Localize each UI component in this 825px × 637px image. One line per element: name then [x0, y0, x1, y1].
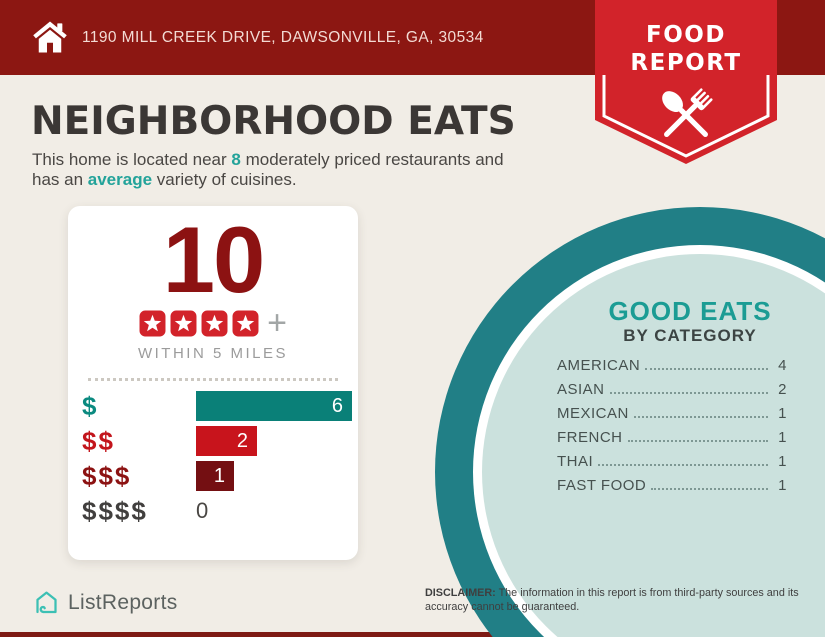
category-row: FAST FOOD 1	[557, 477, 787, 494]
category-row: THAI 1	[557, 453, 787, 470]
category-value: 1	[778, 453, 787, 470]
ribbon-shape	[595, 0, 777, 164]
category-label: ASIAN	[557, 381, 605, 398]
dashed-divider	[88, 378, 338, 381]
subtitle-text: has an	[32, 170, 88, 189]
star-icon	[170, 310, 197, 336]
dotted-leader	[651, 488, 768, 490]
category-label: AMERICAN	[557, 357, 641, 374]
bar-row: $$ 2	[82, 426, 358, 456]
disclaimer: DISCLAIMER: The information in this repo…	[425, 586, 825, 615]
category-value: 4	[778, 357, 787, 374]
spoon-fork-icon	[662, 88, 713, 137]
subtitle: This home is located near 8 moderately p…	[32, 150, 504, 190]
brand-name: ListReports	[68, 590, 178, 614]
subtitle-line1: This home is located near 8 moderately p…	[32, 150, 504, 170]
category-label: THAI	[557, 453, 594, 470]
dotted-leader	[609, 392, 768, 394]
bar-row: $$$ 1	[82, 461, 358, 491]
good-eats-title: GOOD EATS	[608, 296, 772, 326]
bar-category-label: $$$$	[82, 495, 148, 526]
food-report-ribbon: FOOD REPORT	[595, 0, 777, 170]
category-label: FRENCH	[557, 429, 623, 446]
price-bar-chart: $6 $$ 2 $$$ 1 $$$$ 0	[82, 391, 358, 526]
bar-category-label: $$$	[82, 460, 132, 491]
category-value: 1	[778, 477, 787, 494]
dotted-leader	[633, 416, 768, 418]
bar-category-label: $	[82, 390, 99, 421]
category-value: 2	[778, 381, 787, 398]
bar-row: $$$$ 0	[82, 496, 358, 526]
disclaimer-label: DISCLAIMER:	[425, 587, 496, 599]
category-list: AMERICAN 4 ASIAN 2 MEXICAN 1 FRENCH 1 THAI 1 FAST …	[557, 357, 787, 501]
variety-highlight: average	[87, 170, 153, 189]
rating-row: +	[68, 304, 358, 342]
category-value: 1	[778, 429, 787, 446]
bar-category-label: $$	[82, 425, 115, 456]
category-row: MEXICAN 1	[557, 405, 787, 422]
bar-row: $6	[82, 391, 358, 421]
listreports-logo-icon	[36, 591, 57, 614]
star-icon	[201, 310, 228, 336]
ribbon-line1: FOOD	[646, 22, 726, 48]
dotted-leader	[598, 464, 768, 466]
disclaimer-text: The information in this report is from t…	[425, 587, 799, 614]
category-row: FRENCH 1	[557, 429, 787, 446]
category-row: AMERICAN 4	[557, 357, 787, 374]
good-eats-subtitle: BY CATEGORY	[623, 326, 757, 345]
ribbon-line2: REPORT	[630, 50, 742, 76]
bar: 2	[196, 426, 257, 456]
restaurant-count-highlight: 8	[231, 150, 241, 169]
subtitle-text: This home is located near	[32, 150, 232, 169]
dotted-leader	[645, 368, 768, 370]
restaurant-count: 10	[162, 207, 266, 312]
star-icon	[139, 310, 166, 336]
listreports-brand: ListReports	[33, 589, 178, 616]
subtitle-text: moderately priced restaurants and	[240, 150, 504, 169]
dotted-leader	[627, 440, 768, 442]
home-icon	[33, 21, 67, 53]
bar: 6	[196, 391, 352, 421]
category-value: 1	[778, 405, 787, 422]
subtitle-line2: has an average variety of cuisines.	[32, 170, 504, 190]
category-label: FAST FOOD	[557, 477, 647, 494]
star-icon	[232, 310, 259, 336]
plus-sign: +	[267, 304, 287, 342]
rating-stars	[139, 310, 259, 337]
bottom-accent-strip	[0, 632, 825, 637]
property-address: 1190 MILL CREEK DRIVE, DAWSONVILLE, GA, …	[82, 28, 484, 46]
bar: 1	[196, 461, 234, 491]
radius-caption: WITHIN 5 MILES	[137, 345, 288, 362]
restaurant-summary-card: 10 + WITHIN 5 MILES $6 $$ 2 $$$ 1 $$$$ 0	[68, 206, 358, 560]
subtitle-text: variety of cuisines.	[152, 170, 297, 189]
page-title: NEIGHBORHOOD EATS	[31, 99, 516, 144]
category-row: ASIAN 2	[557, 381, 787, 398]
bar-zero-value: 0	[196, 498, 209, 523]
category-label: MEXICAN	[557, 405, 629, 422]
